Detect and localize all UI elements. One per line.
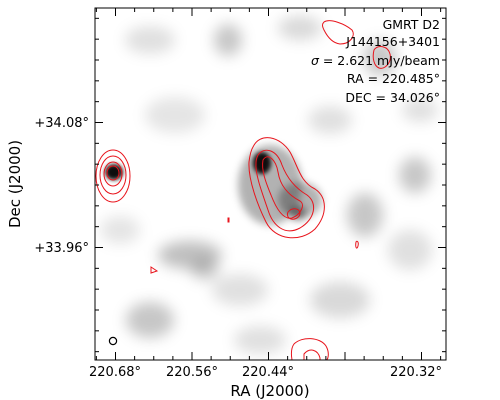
grayscale-map (95, 8, 446, 360)
plot-frame (94, 7, 447, 361)
image-info: GMRT D2 J144156+3401 σ = 2.621 mJy/beam … (311, 17, 440, 105)
y-tick-labels: +34.08° +33.96° (34, 116, 89, 256)
y-tick-label: +33.96° (34, 241, 89, 256)
noise-symbol: σ (311, 53, 320, 68)
x-tick-label: 220.56° (166, 365, 218, 380)
x-tick-label: 220.44° (242, 365, 294, 380)
x-axis-title: RA (J2000) (230, 382, 309, 400)
noise-equals: = (319, 53, 337, 68)
x-tick-labels: 220.68° 220.56° 220.44° 220.32° (89, 365, 442, 380)
y-tick-label: +34.08° (34, 116, 89, 131)
ra-center: RA = 220.485° (347, 71, 440, 86)
y-axis-title: Dec (J2000) (6, 140, 24, 228)
beam-ellipse-icon (108, 336, 118, 346)
red-contours (95, 20, 391, 360)
x-tick-label: 220.32° (390, 365, 442, 380)
axis-ticks (95, 8, 446, 360)
noise-level: σ = 2.621 mJy/beam (311, 53, 440, 68)
source-name: J144156+3401 (345, 34, 440, 49)
dec-center: DEC = 34.026° (345, 90, 440, 105)
x-tick-label: 220.68° (89, 365, 141, 380)
noise-value: 2.621 mJy/beam (337, 53, 440, 68)
survey-name: GMRT D2 (383, 17, 440, 32)
